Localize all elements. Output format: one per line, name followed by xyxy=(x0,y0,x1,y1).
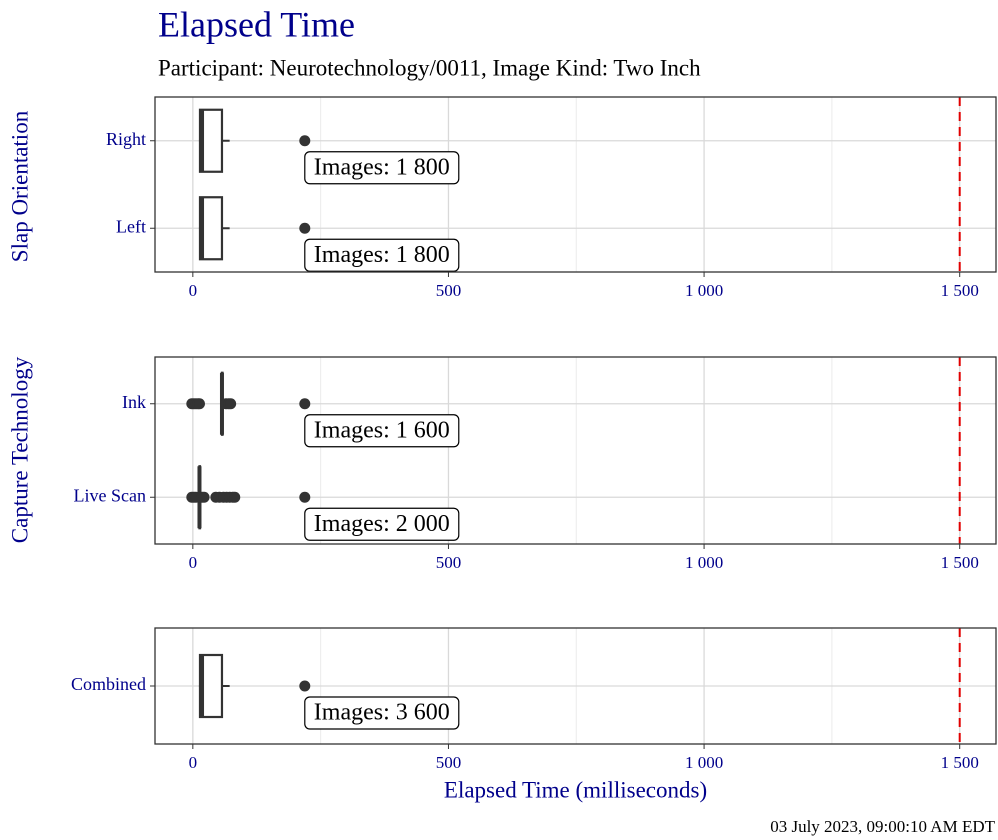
footer: 03 July 2023, 09:00:10 AM EDT xyxy=(770,817,995,836)
box xyxy=(198,653,224,719)
x-tick-label: 0 xyxy=(189,281,198,300)
outlier xyxy=(299,398,311,410)
x-tick-label: 1 500 xyxy=(941,753,979,772)
label-box xyxy=(304,507,460,541)
plot-border xyxy=(154,356,997,545)
outlier xyxy=(299,135,311,147)
outlier xyxy=(198,491,210,503)
outlier xyxy=(299,491,311,503)
count-annotation: Images: 1 800 xyxy=(304,238,460,272)
y-tick-label: Live Scan xyxy=(74,485,146,505)
count-annotation: Images: 1 600 xyxy=(304,414,460,448)
chart-title: Elapsed Time xyxy=(158,4,355,44)
x-tick-label: 1 000 xyxy=(685,553,723,572)
plot-border xyxy=(154,96,997,273)
label-box xyxy=(304,151,460,185)
count-label: Images: 1 800 xyxy=(314,154,450,180)
y-axis-label: Slap Orientation xyxy=(7,110,32,262)
x-tick-label: 1 500 xyxy=(941,281,979,300)
label-box xyxy=(304,238,460,272)
box xyxy=(198,108,224,173)
count-annotation: Images: 2 000 xyxy=(304,507,460,541)
y-tick-label: Ink xyxy=(122,392,146,412)
x-tick-label: 500 xyxy=(436,753,462,772)
count-annotation: Images: 3 600 xyxy=(304,696,460,730)
chart-subtitle: Participant: Neurotechnology/0011, Image… xyxy=(158,55,701,80)
count-label: Images: 2 000 xyxy=(314,511,450,537)
x-tick-label: 1 000 xyxy=(685,753,723,772)
outlier xyxy=(299,222,311,234)
box xyxy=(198,196,224,261)
outlier xyxy=(225,398,237,410)
count-annotation: Images: 1 800 xyxy=(304,151,460,185)
x-tick-label: 500 xyxy=(436,281,462,300)
x-tick-label: 0 xyxy=(189,553,198,572)
x-tick-label: 1 500 xyxy=(941,553,979,572)
y-axis-label: Capture Technology xyxy=(7,356,32,543)
count-label: Images: 1 600 xyxy=(314,417,450,443)
y-tick-label: Combined xyxy=(71,674,146,694)
outlier xyxy=(229,491,241,503)
x-tick-label: 0 xyxy=(189,753,198,772)
label-box xyxy=(304,414,460,448)
label-box xyxy=(304,696,460,730)
x-axis-label: Elapsed Time (milliseconds) xyxy=(444,777,707,802)
outlier xyxy=(299,680,311,692)
y-tick-label: Left xyxy=(116,216,146,236)
outlier xyxy=(193,398,205,410)
plot-background xyxy=(155,97,996,272)
plot-border xyxy=(154,627,997,745)
y-tick-label: Right xyxy=(106,129,146,149)
x-tick-label: 1 000 xyxy=(685,281,723,300)
x-tick-label: 500 xyxy=(436,553,462,572)
count-label: Images: 3 600 xyxy=(314,700,450,726)
plot-background xyxy=(155,357,996,544)
count-label: Images: 1 800 xyxy=(314,242,450,268)
